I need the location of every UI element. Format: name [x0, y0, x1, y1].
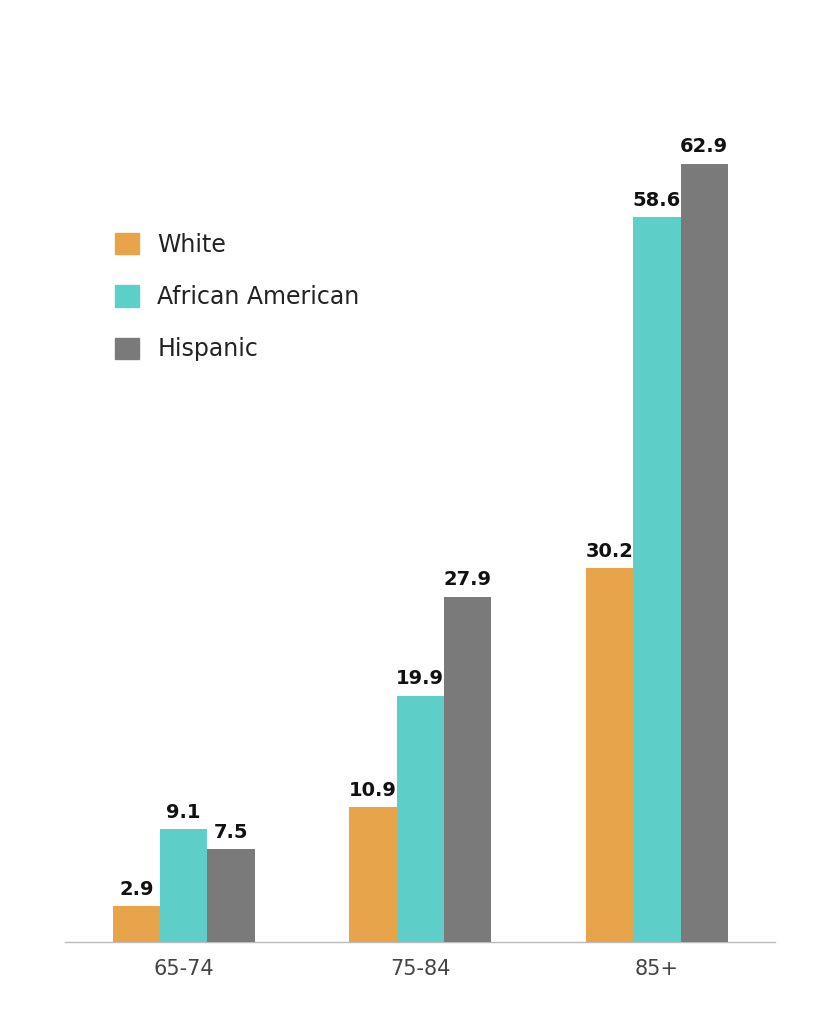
Bar — [681, 164, 728, 942]
Bar — [397, 696, 444, 942]
Text: 30.2: 30.2 — [586, 542, 633, 561]
Text: 2.9: 2.9 — [119, 880, 153, 899]
Text: 58.6: 58.6 — [632, 190, 681, 210]
Legend: White, African American, Hispanic: White, African American, Hispanic — [105, 223, 369, 371]
Text: 62.9: 62.9 — [681, 137, 728, 157]
Bar — [207, 849, 255, 942]
Text: 27.9: 27.9 — [444, 570, 491, 590]
Bar — [160, 829, 207, 942]
Bar — [633, 217, 681, 942]
Bar — [444, 597, 491, 942]
Text: 7.5: 7.5 — [214, 823, 248, 842]
Text: 9.1: 9.1 — [166, 803, 201, 822]
Bar — [349, 807, 397, 942]
Bar — [113, 906, 160, 942]
Text: 19.9: 19.9 — [397, 670, 444, 688]
Text: 10.9: 10.9 — [349, 780, 397, 800]
Bar — [586, 568, 633, 942]
